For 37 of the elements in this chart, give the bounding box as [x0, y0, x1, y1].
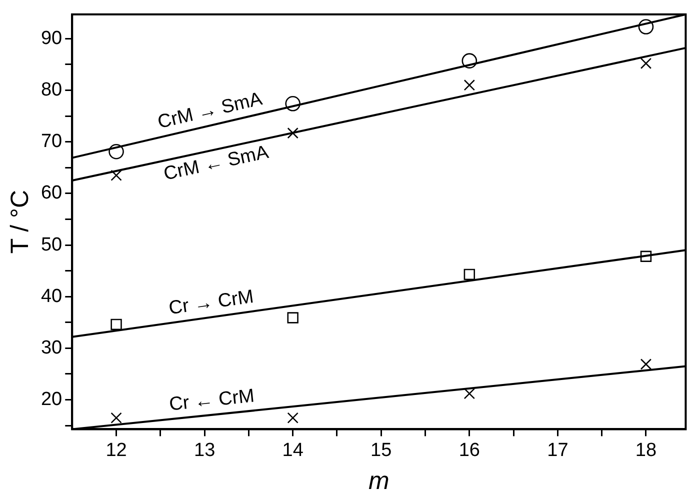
text: CrM ← SmA [162, 142, 271, 185]
point [640, 358, 652, 370]
y-tick-label: 80 [40, 79, 62, 100]
point [110, 170, 122, 181]
point [287, 127, 298, 139]
x-tick-label: 17 [547, 440, 568, 461]
point [108, 144, 124, 160]
point [638, 19, 654, 34]
y-tick-label: 70 [40, 131, 62, 152]
text: Cr ← CrM [168, 386, 256, 416]
point [285, 96, 300, 112]
x-tick-label: 16 [458, 440, 480, 461]
point [110, 412, 122, 424]
point [640, 250, 652, 262]
point [287, 312, 298, 324]
point [640, 58, 652, 70]
point [287, 412, 298, 424]
point [462, 53, 478, 68]
x-tick-label: 14 [282, 440, 304, 461]
y-tick-label: 30 [40, 337, 62, 358]
text: CrM → SmA [156, 88, 265, 134]
point [110, 318, 122, 330]
y-tick-label: 40 [40, 286, 62, 307]
y-tick-label: 20 [40, 389, 62, 410]
text: Cr → CrM [168, 286, 256, 320]
x-tick-label: 15 [370, 440, 392, 461]
y-tick-label: 60 [40, 182, 62, 204]
x-axis-title: m [368, 466, 390, 495]
point [464, 268, 476, 280]
x-tick-label: 18 [635, 440, 657, 461]
y-tick-label: 50 [40, 234, 62, 256]
point [464, 79, 476, 91]
y-tick-label: 90 [40, 28, 62, 49]
x-tick-label: 13 [194, 440, 216, 461]
point [464, 388, 476, 400]
x-tick-label: 12 [106, 440, 127, 461]
y-axis-title: T / °C [6, 190, 34, 254]
